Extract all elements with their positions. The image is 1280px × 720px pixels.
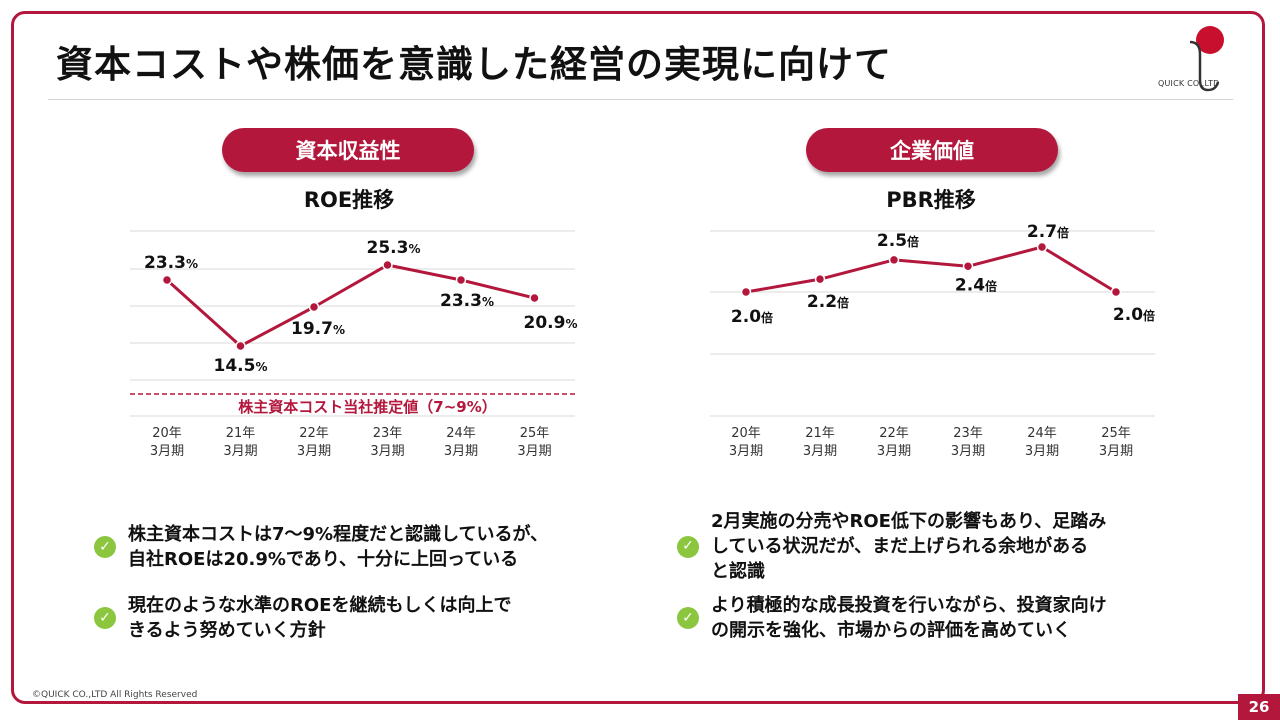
check-icon: ✓ <box>94 536 116 558</box>
x-tick-label: 3月期 <box>1099 444 1133 459</box>
x-tick-label: 3月期 <box>803 444 837 459</box>
right-bullet-2: ✓ より積極的な成長投資を行いながら、投資家向け の開示を強化、市場からの評価を… <box>677 593 1107 643</box>
title-divider <box>48 99 1233 100</box>
check-icon: ✓ <box>677 535 699 558</box>
x-tick-label: 3月期 <box>223 444 257 459</box>
data-point <box>1110 286 1122 298</box>
data-label: 23.3% <box>144 253 198 273</box>
x-tick-label: 3月期 <box>370 444 404 459</box>
series-line <box>165 263 535 348</box>
slide-frame <box>11 11 1265 704</box>
data-label: 2.5倍 <box>877 231 919 251</box>
x-tick-label: 21年 <box>226 426 256 441</box>
check-icon: ✓ <box>677 607 699 629</box>
page-title: 資本コストや株価を意識した経営の実現に向けて <box>56 43 892 86</box>
data-point <box>740 286 752 298</box>
x-tick-label: 22年 <box>879 426 909 441</box>
left-bullet-1: ✓ 株主資本コストは7～9%程度だと認識しているが、 自社ROEは20.9%であ… <box>94 522 548 572</box>
page-number: 26 <box>1238 694 1280 720</box>
x-tick-label: 3月期 <box>1025 444 1059 459</box>
data-label: 2.2倍 <box>807 292 849 312</box>
quick-logo-icon <box>1189 26 1224 92</box>
check-icon: ✓ <box>94 607 116 629</box>
x-tick-label: 3月期 <box>297 444 331 459</box>
x-tick-label: 22年 <box>299 426 329 441</box>
corporate-value-pill: 企業価値 <box>806 128 1058 172</box>
reference-line-label: 株主資本コスト当社推定値（7~9%） <box>238 398 496 416</box>
bullet-text: 株主資本コストは7～9%程度だと認識しているが、 自社ROEは20.9%であり、… <box>128 524 549 570</box>
x-tick-label: 3月期 <box>150 444 184 459</box>
bullet-text: 現在のような水準のROEを継続もしくは向上で きるよう努めていく方針 <box>128 595 512 641</box>
data-label: 2.0倍 <box>1113 305 1155 325</box>
x-tick-label: 3月期 <box>951 444 985 459</box>
left-bullet-2: ✓ 現在のような水準のROEを継続もしくは向上で きるよう努めていく方針 <box>94 593 511 643</box>
x-tick-label: 3月期 <box>444 444 478 459</box>
pbr-chart-title: PBR推移 <box>886 188 976 212</box>
data-point <box>1036 241 1048 253</box>
data-point <box>529 292 540 304</box>
x-tick-label: 3月期 <box>729 444 763 459</box>
data-label: 20.9% <box>524 313 578 333</box>
data-point <box>455 274 467 286</box>
bullet-text: 2月実施の分売やROE低下の影響もあり、足踏み している状況だが、まだ上げられる… <box>711 511 1107 582</box>
data-label: 2.7倍 <box>1027 222 1069 242</box>
x-tick-label: 3月期 <box>517 444 551 459</box>
data-label: 19.7% <box>291 319 345 339</box>
x-tick-label: 23年 <box>953 426 983 441</box>
right-bullet-1: ✓ 2月実施の分売やROE低下の影響もあり、足踏み している状況だが、まだ上げら… <box>677 509 1106 584</box>
data-point <box>962 261 974 272</box>
data-label: 23.3% <box>440 291 494 311</box>
capital-profitability-pill: 資本収益性 <box>222 128 474 172</box>
x-tick-label: 3月期 <box>877 444 911 459</box>
logo-text: QUICK CO.,LTD <box>1158 79 1220 88</box>
data-label: 14.5% <box>214 356 268 376</box>
copyright: ©QUICK CO.,LTD All Rights Reserved <box>32 690 198 700</box>
x-tick-label: 20年 <box>731 426 761 441</box>
data-label: 25.3% <box>367 238 421 258</box>
x-tick-label: 20年 <box>152 426 182 441</box>
x-tick-label: 25年 <box>1101 426 1131 441</box>
data-point <box>814 273 826 285</box>
x-tick-label: 21年 <box>805 426 835 441</box>
x-tick-label: 23年 <box>373 426 403 441</box>
x-tick-label: 25年 <box>520 426 550 441</box>
x-tick-label: 24年 <box>446 426 476 441</box>
data-point <box>308 301 320 313</box>
data-label: 2.4倍 <box>955 275 997 295</box>
data-point <box>235 340 246 352</box>
data-point <box>382 259 393 271</box>
data-point <box>161 274 173 286</box>
series-line <box>745 245 1117 294</box>
data-label: 2.0倍 <box>731 307 773 327</box>
data-point <box>888 254 900 266</box>
roe-chart-title: ROE推移 <box>303 188 395 212</box>
bullet-text: より積極的な成長投資を行いながら、投資家向け の開示を強化、市場からの評価を高め… <box>711 595 1107 641</box>
x-tick-label: 24年 <box>1027 426 1057 441</box>
